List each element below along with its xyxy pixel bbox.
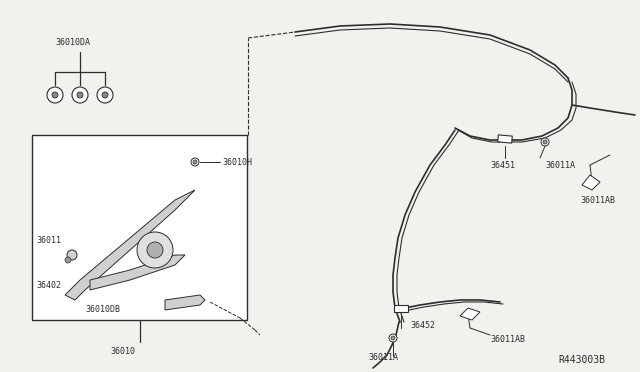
Circle shape [97,87,113,103]
Circle shape [193,160,197,164]
Polygon shape [65,190,195,300]
Circle shape [391,336,395,340]
Text: 36011AB: 36011AB [490,336,525,344]
Circle shape [543,140,547,144]
Text: 36011: 36011 [36,235,61,244]
Circle shape [47,87,63,103]
Polygon shape [498,135,512,143]
Circle shape [102,92,108,98]
Polygon shape [90,255,185,290]
Circle shape [52,92,58,98]
Circle shape [72,87,88,103]
Text: 36452: 36452 [410,321,435,330]
Text: R443003B: R443003B [558,355,605,365]
Circle shape [137,232,173,268]
Text: 36010DA: 36010DA [55,38,90,46]
Circle shape [65,257,71,263]
Circle shape [147,242,163,258]
Text: 36010: 36010 [110,347,135,356]
Text: 36010H: 36010H [222,157,252,167]
Bar [32,135,247,320]
Text: 36011AB: 36011AB [580,196,615,205]
Circle shape [389,334,397,342]
Polygon shape [394,305,408,311]
Polygon shape [582,175,600,190]
Circle shape [541,138,549,146]
Text: 36010DB: 36010DB [85,305,120,314]
Text: 36011A: 36011A [368,353,398,362]
Circle shape [191,158,199,166]
Text: 36402: 36402 [36,280,61,289]
Polygon shape [165,295,205,310]
Text: 36011A: 36011A [545,160,575,170]
Text: 36451: 36451 [490,160,515,170]
Circle shape [77,92,83,98]
Polygon shape [460,308,480,320]
Circle shape [67,250,77,260]
